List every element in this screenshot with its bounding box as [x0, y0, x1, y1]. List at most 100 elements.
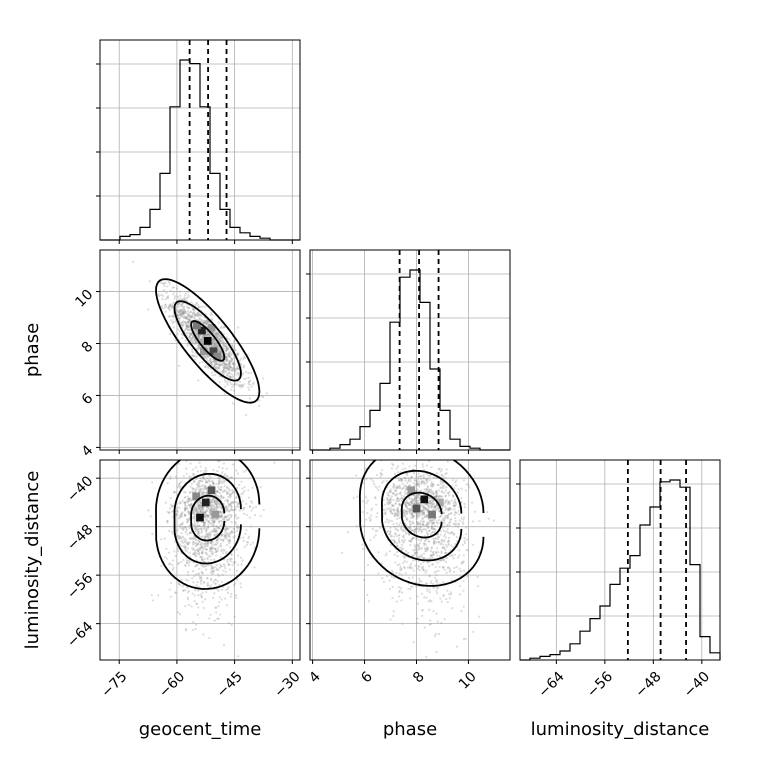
- sample-point: [395, 509, 398, 512]
- sample-point: [214, 341, 217, 344]
- sample-point: [227, 535, 230, 538]
- sample-point: [185, 561, 188, 564]
- sample-point: [392, 504, 395, 507]
- sample-point: [440, 550, 443, 553]
- sample-point: [167, 307, 170, 310]
- sample-point: [225, 346, 229, 350]
- sample-point: [445, 571, 448, 574]
- sample-point: [190, 333, 193, 337]
- sample-point: [432, 499, 435, 502]
- sample-point: [368, 516, 371, 519]
- sample-point: [217, 490, 220, 493]
- sample-point: [381, 473, 384, 476]
- sample-point: [205, 331, 208, 334]
- sample-point: [178, 290, 181, 293]
- sample-point: [213, 506, 216, 509]
- sample-point: [402, 554, 405, 557]
- sample-point: [450, 544, 453, 547]
- sample-point: [421, 514, 424, 517]
- sample-point: [187, 603, 191, 606]
- sample-point: [413, 553, 417, 556]
- sample-point: [431, 582, 435, 586]
- sample-point: [205, 529, 208, 532]
- sample-point: [213, 520, 216, 523]
- sample-point: [425, 488, 428, 491]
- sample-point: [208, 357, 212, 360]
- sample-point: [444, 499, 447, 503]
- sample-point: [234, 515, 237, 518]
- sample-point: [206, 509, 209, 513]
- sample-point: [433, 530, 436, 533]
- sample-point: [247, 371, 250, 375]
- sample-point: [186, 520, 189, 523]
- sample-point: [241, 559, 244, 562]
- sample-point: [423, 596, 426, 599]
- sample-point: [190, 482, 193, 485]
- sample-point: [393, 540, 396, 543]
- sample-point: [217, 347, 220, 350]
- sample-point: [218, 338, 221, 341]
- tick-label-x: 10: [456, 669, 480, 693]
- sample-point: [187, 497, 191, 501]
- sample-point: [217, 537, 220, 541]
- sample-point: [211, 518, 215, 521]
- sample-point: [168, 562, 172, 565]
- sample-point: [202, 321, 206, 324]
- sample-point: [201, 564, 205, 567]
- sample-point: [180, 560, 183, 564]
- sample-point: [196, 501, 199, 504]
- sample-point: [439, 515, 443, 518]
- sample-point: [365, 478, 368, 481]
- sample-point: [414, 498, 418, 501]
- sample-point: [200, 321, 203, 324]
- sample-point: [206, 515, 209, 518]
- sample-point: [401, 622, 404, 625]
- sample-point: [182, 324, 185, 327]
- sample-point: [416, 493, 419, 496]
- sample-point: [441, 543, 444, 546]
- sample-point: [424, 548, 427, 551]
- sample-point: [435, 550, 438, 554]
- sample-point: [201, 493, 204, 496]
- sample-point: [194, 466, 198, 469]
- tick-label-y: 4: [79, 442, 97, 460]
- sample-point: [206, 514, 210, 517]
- sample-point: [429, 519, 433, 522]
- sample-point: [184, 525, 187, 529]
- sample-point: [432, 502, 436, 505]
- sample-point: [176, 328, 180, 331]
- sample-point: [226, 527, 230, 531]
- sample-point: [425, 508, 428, 512]
- sample-point: [226, 368, 229, 371]
- sample-point: [206, 553, 209, 556]
- sample-point: [200, 555, 204, 558]
- y-axis-label-luminosity-distance: luminosity_distance: [22, 471, 43, 650]
- sample-point: [215, 344, 218, 347]
- sample-point: [455, 479, 458, 482]
- sample-point: [224, 342, 227, 345]
- sample-point: [197, 500, 200, 503]
- sample-point: [198, 528, 201, 531]
- sample-point: [196, 602, 199, 606]
- sample-point: [166, 510, 169, 513]
- sample-point: [404, 504, 407, 507]
- sample-point: [186, 313, 190, 316]
- sample-point: [385, 479, 388, 483]
- sample-point: [458, 554, 461, 557]
- sample-point: [427, 522, 430, 525]
- sample-point: [218, 510, 222, 513]
- sample-point: [413, 472, 416, 475]
- sample-point: [199, 487, 202, 490]
- sample-point: [463, 505, 467, 509]
- sample-point: [407, 551, 410, 554]
- sample-point: [374, 485, 377, 488]
- sample-point: [430, 546, 434, 549]
- sample-point: [210, 508, 213, 511]
- sample-point: [386, 491, 389, 495]
- sample-point: [188, 516, 191, 519]
- sample-point: [191, 340, 194, 343]
- sample-point: [432, 492, 435, 495]
- sample-point: [441, 484, 444, 488]
- sample-point: [377, 453, 379, 455]
- sample-point: [218, 460, 221, 463]
